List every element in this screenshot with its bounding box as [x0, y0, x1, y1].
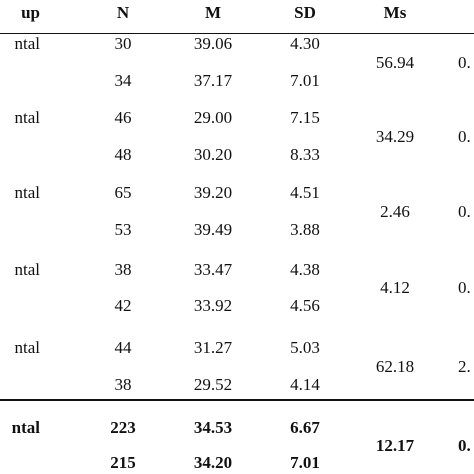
group-label: ntal: [14, 183, 41, 202]
cell-ms: 34.29: [375, 126, 415, 146]
cell-sd: 5.03: [290, 338, 320, 357]
header-ms: Ms: [383, 3, 407, 22]
total-rule: [0, 399, 474, 401]
header-rule: [0, 33, 474, 34]
cell-sd: 7.15: [290, 108, 320, 127]
cell-p: 0.: [458, 278, 471, 297]
cell-sd: 3.88: [290, 220, 320, 239]
cell-n: 38: [114, 260, 132, 279]
cell-m: 34.20: [193, 453, 233, 472]
group-label: ntal: [11, 418, 40, 437]
cell-sd: 4.38: [290, 260, 320, 279]
cell-sd: 8.33: [290, 145, 320, 164]
cell-n: 44: [114, 338, 132, 357]
cell-sd: 7.01: [290, 453, 320, 472]
cell-n: 34: [114, 71, 132, 90]
header-group: up: [21, 3, 40, 22]
cell-p: 0.: [458, 52, 471, 72]
cell-ms: 2.46: [380, 201, 410, 221]
cell-n: 38: [114, 375, 132, 394]
cell-sd: 6.67: [290, 418, 320, 437]
cell-m: 33.47: [193, 260, 233, 279]
cell-n: 215: [110, 453, 136, 472]
cell-m: 29.52: [193, 375, 233, 394]
cell-m: 39.20: [193, 183, 233, 202]
cell-n: 46: [114, 108, 132, 127]
cell-sd: 4.30: [290, 34, 320, 53]
group-label: ntal: [14, 108, 41, 127]
cell-n: 65: [114, 183, 132, 202]
header-n: N: [116, 3, 130, 22]
cell-p: 0.: [458, 201, 471, 221]
cell-n: 48: [114, 145, 132, 164]
cell-n: 30: [114, 34, 132, 53]
cell-sd: 4.14: [290, 375, 320, 394]
cell-sd: 7.01: [290, 71, 320, 90]
cell-m: 29.00: [193, 108, 233, 127]
cell-ms: 56.94: [375, 52, 415, 72]
cell-p: 2.: [458, 356, 471, 376]
cell-n: 223: [110, 418, 136, 437]
cell-m: 33.92: [193, 296, 233, 315]
cell-p: 0.: [458, 126, 471, 146]
cell-n: 42: [114, 296, 132, 315]
cell-sd: 4.51: [290, 183, 320, 202]
cell-p: 0.: [458, 435, 471, 455]
cell-ms: 4.12: [380, 278, 410, 297]
cell-m: 34.53: [193, 418, 233, 437]
cell-ms: 12.17: [375, 435, 415, 455]
cell-ms: 62.18: [375, 356, 415, 376]
header-sd: SD: [294, 3, 316, 22]
cell-n: 53: [114, 220, 132, 239]
cell-m: 39.49: [193, 220, 233, 239]
cell-m: 37.17: [193, 71, 233, 90]
group-label: ntal: [14, 260, 41, 279]
cell-sd: 4.56: [290, 296, 320, 315]
group-label: ntal: [14, 34, 41, 53]
cell-m: 31.27: [193, 338, 233, 357]
cell-m: 39.06: [193, 34, 233, 53]
cell-m: 30.20: [193, 145, 233, 164]
header-m: M: [204, 3, 222, 22]
group-label: ntal: [14, 338, 41, 357]
